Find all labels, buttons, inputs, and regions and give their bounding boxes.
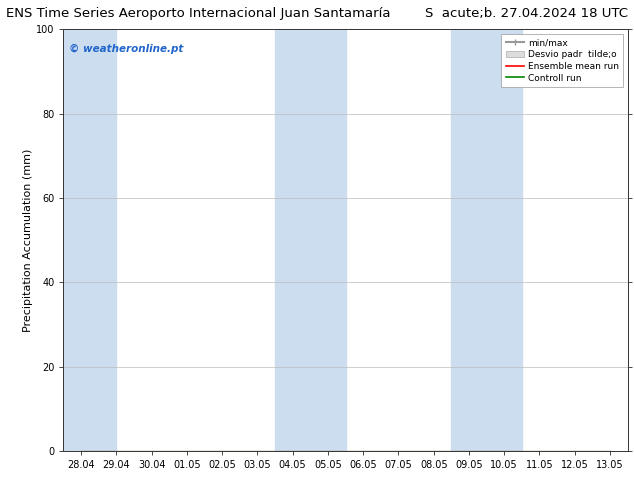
Text: ENS Time Series Aeroporto Internacional Juan Santamaría: ENS Time Series Aeroporto Internacional … bbox=[6, 7, 391, 21]
Y-axis label: Precipitation Accumulation (mm): Precipitation Accumulation (mm) bbox=[23, 148, 33, 332]
Bar bbox=[451, 29, 522, 451]
Legend: min/max, Desvio padr  tilde;o, Ensemble mean run, Controll run: min/max, Desvio padr tilde;o, Ensemble m… bbox=[501, 34, 623, 87]
Text: S  acute;b. 27.04.2024 18 UTC: S acute;b. 27.04.2024 18 UTC bbox=[425, 7, 628, 21]
Bar bbox=[275, 29, 346, 451]
Bar bbox=[63, 29, 116, 451]
Text: © weatheronline.pt: © weatheronline.pt bbox=[69, 44, 183, 54]
